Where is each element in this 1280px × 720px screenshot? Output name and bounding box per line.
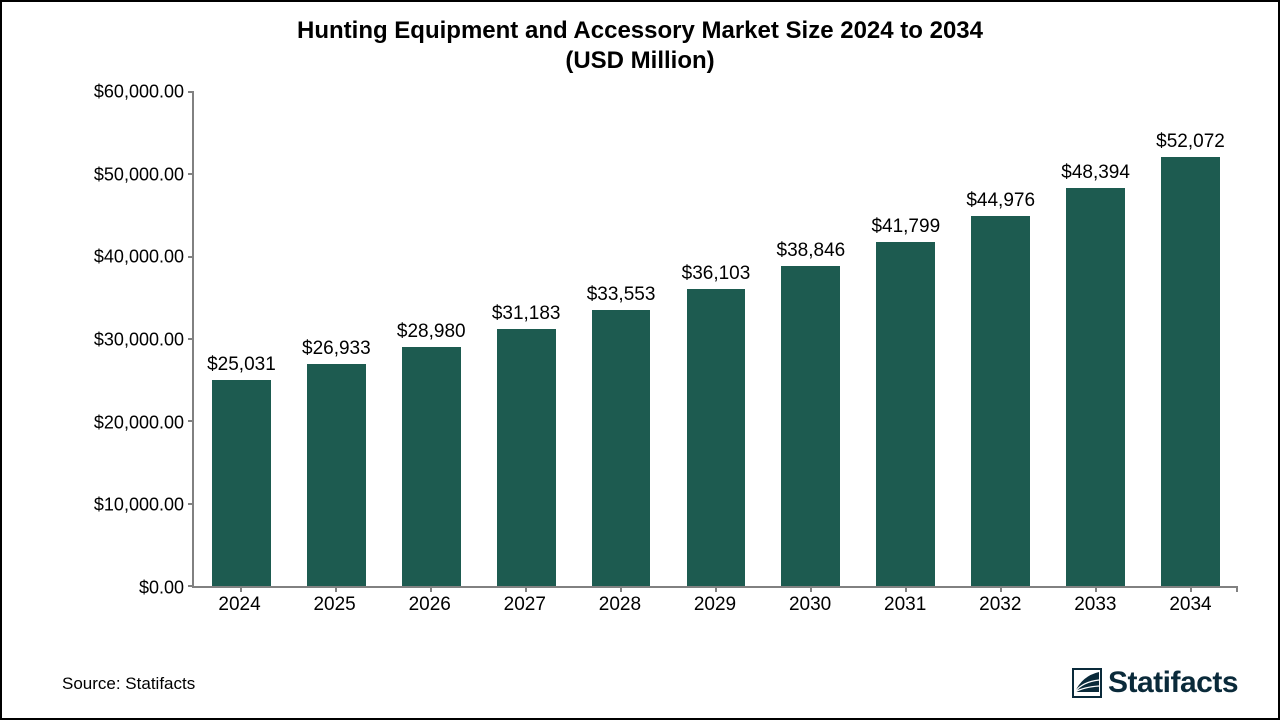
y-tick-label: $30,000.00 [94,330,184,351]
brand-text: Statifacts [1108,666,1238,700]
y-tick-mark [188,338,194,340]
bar-value-label: $36,103 [682,263,751,285]
y-tick-label: $50,000.00 [94,164,184,185]
bar-value-label: $31,183 [492,303,561,325]
chart-title-line1: Hunting Equipment and Accessory Market S… [2,16,1278,46]
bar: $41,799 [876,242,935,586]
x-tick-label: 2033 [1074,594,1116,616]
bar-value-label: $48,394 [1061,162,1130,184]
chart-area: $0.00 $10,000.00 $20,000.00 $30,000.00 $40,0… [62,92,1238,618]
y-tick-mark [188,585,194,587]
x-tick-label: 2029 [694,594,736,616]
bar-value-label: $26,933 [302,338,371,360]
bar: $26,933 [307,364,366,586]
y-tick-mark [188,420,194,422]
bar: $52,072 [1161,157,1220,586]
bar: $28,980 [402,347,461,586]
y-tick-label: $20,000.00 [94,412,184,433]
y-tick-label: $60,000.00 [94,82,184,103]
bar-value-label: $33,553 [587,284,656,306]
bar: $48,394 [1066,188,1125,586]
x-tick-label: 2030 [789,594,831,616]
bar-value-label: $44,976 [966,190,1035,212]
x-tick-label: 2024 [218,594,260,616]
x-tick-label: 2027 [504,594,546,616]
y-tick-mark [188,91,194,93]
brand-icon [1072,668,1102,698]
chart-footer: Source: Statifacts Statifacts [62,660,1238,700]
bar-value-label: $41,799 [871,216,940,238]
chart-title-line2: (USD Million) [2,46,1278,76]
bar: $33,553 [592,310,651,586]
x-tick-label: 2028 [599,594,641,616]
chart-title: Hunting Equipment and Accessory Market S… [2,2,1278,76]
bar: $44,976 [971,216,1030,586]
bar-value-label: $28,980 [397,321,466,343]
y-tick-mark [188,256,194,258]
y-tick-label: $40,000.00 [94,247,184,268]
y-axis: $0.00$10,000.00$20,000.00$30,000.00$40,0… [62,92,192,588]
plot-area: $25,031 $26,933 $28,980 $31,183 $33,553 $36,1… [192,92,1238,588]
source-text: Source: Statifacts [62,674,195,694]
brand-logo: Statifacts [1072,666,1238,700]
x-tick-label: 2034 [1169,594,1211,616]
y-tick-mark [188,173,194,175]
x-tick-label: 2026 [409,594,451,616]
bar: $38,846 [781,266,840,586]
y-tick-mark [188,503,194,505]
bar: $31,183 [497,329,556,586]
bar-value-label: $52,072 [1156,131,1225,153]
bar: $25,031 [212,380,271,586]
y-tick-label: $10,000.00 [94,495,184,516]
x-tick-label: 2031 [884,594,926,616]
y-tick-label: $0.00 [139,578,184,599]
x-tick-label: 2025 [313,594,355,616]
bar-value-label: $25,031 [207,354,276,376]
chart-frame: Hunting Equipment and Accessory Market S… [0,0,1280,720]
x-axis-labels: 2024 2025 2026 2027 2028 2029 2030 2031 2032 2033… [192,588,1238,618]
bar: $36,103 [687,289,746,586]
bar-value-label: $38,846 [777,240,846,262]
bars-container: $25,031 $26,933 $28,980 $31,183 $33,553 $36,1… [194,92,1238,586]
x-tick-label: 2032 [979,594,1021,616]
